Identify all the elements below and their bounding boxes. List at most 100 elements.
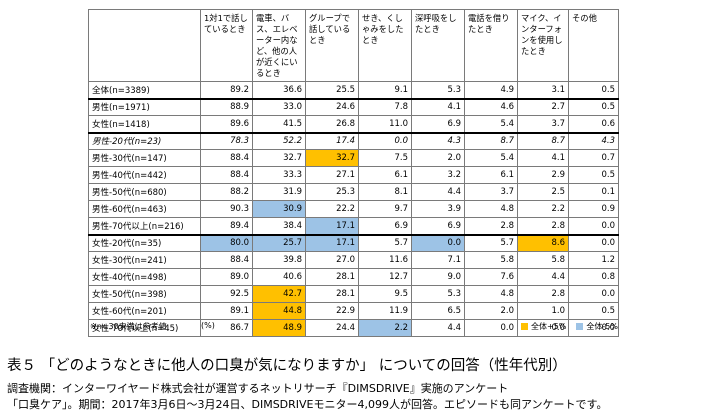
value-cell: 89.6 <box>200 115 253 134</box>
value-cell: 42.7 <box>252 285 306 303</box>
value-cell: 2.7 <box>517 98 569 116</box>
value-cell: 4.9 <box>464 81 518 100</box>
value-cell: 11.9 <box>358 302 412 320</box>
value-cell: 32.7 <box>305 149 359 167</box>
source-line-1: 調査機関：インターワイヤード株式会社が運営するネットリサーチ『DIMSDRIVE… <box>7 382 509 395</box>
value-cell: 36.6 <box>252 81 306 100</box>
value-cell: 22.9 <box>305 302 359 320</box>
value-cell: 0.6 <box>568 115 619 134</box>
value-cell: 90.3 <box>200 200 253 218</box>
value-cell: 33.0 <box>252 98 306 116</box>
value-cell: 5.7 <box>464 234 518 252</box>
value-cell: 6.1 <box>358 166 412 184</box>
value-cell: 7.6 <box>464 268 518 286</box>
legend-swatch-down <box>576 323 584 330</box>
table-row: 男性-40代(n=442) 88.4 33.3 27.1 6.1 3.2 6.1 2.9 0.5 <box>88 166 619 184</box>
value-cell: 2.5 <box>517 183 569 201</box>
value-cell: 3.9 <box>411 200 465 218</box>
value-cell: 26.8 <box>305 115 359 134</box>
value-cell: 6.9 <box>358 217 412 236</box>
value-cell: 0.0 <box>411 234 465 252</box>
value-cell: 88.4 <box>200 149 253 167</box>
value-cell: 6.9 <box>411 217 465 236</box>
value-cell: 0.0 <box>568 217 619 236</box>
value-cell: 2.8 <box>517 285 569 303</box>
value-cell: 2.0 <box>464 302 518 320</box>
value-cell: 88.4 <box>200 251 253 269</box>
table-row: 男性-30代(n=147) 88.4 32.7 32.7 7.5 2.0 5.4 4.1 0.7 <box>88 149 619 167</box>
value-cell: 11.6 <box>358 251 412 269</box>
header-other: その他 <box>568 9 619 82</box>
value-cell: 0.0 <box>568 234 619 252</box>
row-label: 女性-20代(n=35) <box>88 234 201 252</box>
value-cell: 17.1 <box>305 217 359 236</box>
value-cell: 4.3 <box>568 132 619 150</box>
value-cell: 11.0 <box>358 115 412 134</box>
table-row: 女性-60代(n=201) 89.1 44.8 22.9 11.9 6.5 2.0 1.0 0.… <box>88 302 619 320</box>
value-cell: 33.3 <box>252 166 306 184</box>
value-cell: 4.8 <box>464 285 518 303</box>
value-cell: 31.9 <box>252 183 306 201</box>
value-cell: 2.8 <box>464 217 518 236</box>
header-group-talk: グループで話しているとき <box>305 9 359 82</box>
table-row: 男性-20代(n=23) 78.3 52.2 17.4 0.0 4.3 8.7 8.7 4.3 <box>88 132 619 150</box>
value-cell: 27.1 <box>305 166 359 184</box>
row-label: 女性-50代(n=398) <box>88 285 201 303</box>
value-cell: 92.5 <box>200 285 253 303</box>
value-cell: 7.8 <box>358 98 412 116</box>
table-row: 女性(n=1418) 89.6 41.5 26.8 11.0 6.9 5.4 3.7 0.6 <box>88 115 619 134</box>
value-cell: 12.7 <box>358 268 412 286</box>
value-cell: 5.4 <box>464 149 518 167</box>
value-cell: 78.3 <box>200 132 253 150</box>
value-cell: 88.4 <box>200 166 253 184</box>
value-cell: 2.2 <box>517 200 569 218</box>
value-cell: 86.7 <box>200 319 253 337</box>
value-cell: 0.5 <box>568 166 619 184</box>
value-cell: 5.3 <box>411 285 465 303</box>
value-cell: 89.4 <box>200 217 253 236</box>
value-cell: 2.2 <box>358 319 412 337</box>
value-cell: 5.8 <box>517 251 569 269</box>
table-row: 女性-50代(n=398) 92.5 42.7 28.1 9.5 5.3 4.8 2.8 0.0 <box>88 285 619 303</box>
legend-label-up: 全体+5% <box>531 322 567 331</box>
unit-label: (%) <box>201 321 215 330</box>
value-cell: 24.4 <box>305 319 359 337</box>
value-cell: 88.9 <box>200 98 253 116</box>
value-cell: 7.1 <box>411 251 465 269</box>
table-row: 男性-50代(n=680) 88.2 31.9 25.3 8.1 4.4 3.7 2.5 0.1 <box>88 183 619 201</box>
value-cell: 30.9 <box>252 200 306 218</box>
header-microphone: マイク、インターフォンを使用したとき <box>517 9 569 82</box>
value-cell: 0.0 <box>464 319 518 337</box>
header-borrow-phone: 電話を借りたとき <box>464 9 518 82</box>
value-cell: 3.2 <box>411 166 465 184</box>
value-cell: 4.1 <box>411 98 465 116</box>
table-row: 男性-70代以上(n=216) 89.4 38.4 17.1 6.9 6.9 2.8 2.8 0… <box>88 217 619 236</box>
value-cell: 6.1 <box>464 166 518 184</box>
value-cell: 28.1 <box>305 268 359 286</box>
value-cell: 80.0 <box>200 234 253 252</box>
value-cell: 5.8 <box>464 251 518 269</box>
value-cell: 2.8 <box>517 217 569 236</box>
value-cell: 0.8 <box>568 268 619 286</box>
value-cell: 27.0 <box>305 251 359 269</box>
row-label: 男性-20代(n=23) <box>88 132 201 150</box>
value-cell: 2.0 <box>411 149 465 167</box>
value-cell: 1.2 <box>568 251 619 269</box>
value-cell: 22.2 <box>305 200 359 218</box>
table-row: 全体(n=3389) 89.2 36.6 25.5 9.1 5.3 4.9 3.1 0.5 <box>88 81 619 100</box>
value-cell: 17.1 <box>305 234 359 252</box>
legend-item-down: 全体-5% <box>576 321 618 332</box>
legend: 全体+5% 全体-5% <box>521 321 618 332</box>
row-label: 男性-50代(n=680) <box>88 183 201 201</box>
value-cell: 8.7 <box>464 132 518 150</box>
value-cell: 9.7 <box>358 200 412 218</box>
value-cell: 89.1 <box>200 302 253 320</box>
header-corner <box>88 9 201 82</box>
value-cell: 5.3 <box>411 81 465 100</box>
value-cell: 4.8 <box>464 200 518 218</box>
value-cell: 0.0 <box>358 132 412 150</box>
value-cell: 4.4 <box>517 268 569 286</box>
value-cell: 25.5 <box>305 81 359 100</box>
table-body: 全体(n=3389) 89.2 36.6 25.5 9.1 5.3 4.9 3.1 0.5 男性(… <box>88 81 619 337</box>
value-cell: 8.7 <box>517 132 569 150</box>
